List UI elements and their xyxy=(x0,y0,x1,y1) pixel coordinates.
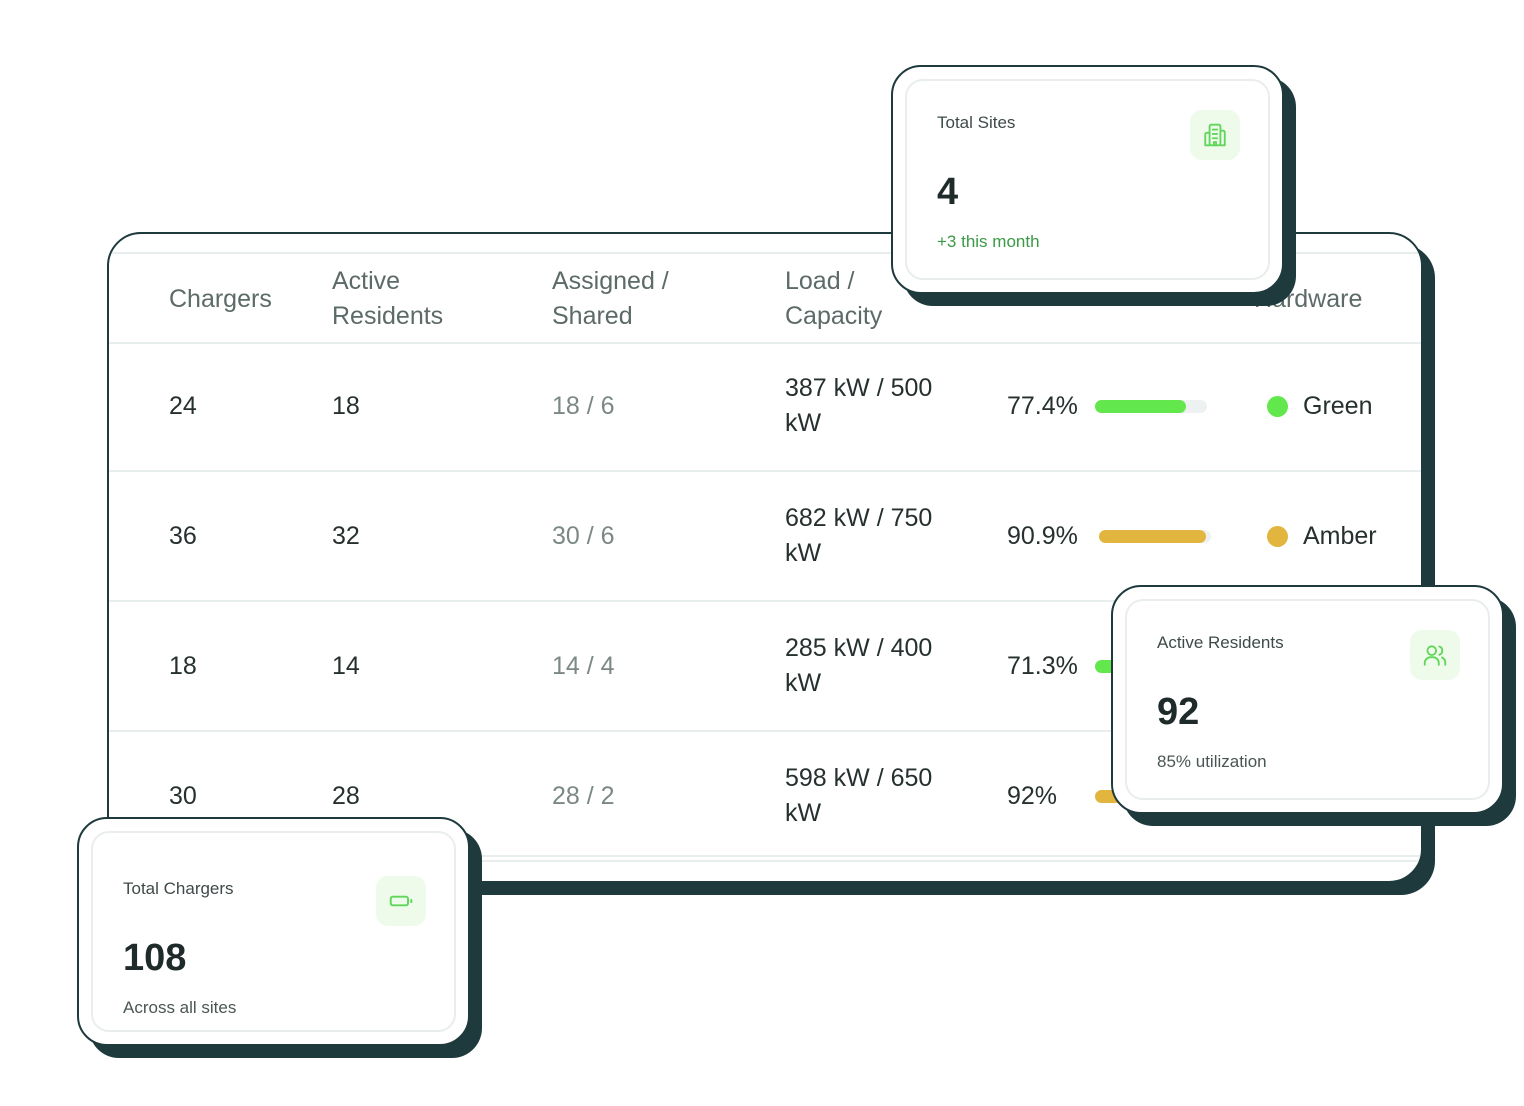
load-progress-fill xyxy=(1099,530,1206,543)
cell-chargers: 36 xyxy=(169,522,197,550)
table-row[interactable]: 36 32 30 / 6 682 kW / 750 kW 90.9% Amber xyxy=(109,472,1421,602)
cell-chargers: 30 xyxy=(169,782,197,810)
cell-load-capacity: 598 kW / 650 kW xyxy=(785,761,932,831)
active-residents-card[interactable]: Active Residents 92 85% utilization xyxy=(1111,585,1504,814)
cell-hardware-status: Amber xyxy=(1303,522,1377,550)
cell-load-line: kW xyxy=(785,669,822,697)
cell-chargers: 24 xyxy=(169,392,197,420)
cell-load-percent: 92% xyxy=(1007,782,1058,810)
cell-load-capacity: 387 kW / 500 kW xyxy=(785,371,932,441)
users-icon xyxy=(1410,630,1460,680)
cell-assigned-shared: 14 / 4 xyxy=(552,652,615,680)
header-load-line2: Capacity xyxy=(785,302,883,330)
total-sites-value: 4 xyxy=(937,171,959,213)
cell-active-residents: 14 xyxy=(332,652,360,680)
active-residents-utilization: 85% utilization xyxy=(1157,752,1267,771)
cell-load-capacity: 682 kW / 750 kW xyxy=(785,501,932,571)
cell-load-percent: 71.3% xyxy=(1007,652,1078,680)
total-chargers-card[interactable]: Total Chargers 108 Across all sites xyxy=(77,817,470,1046)
header-load-capacity[interactable]: Load / Capacity xyxy=(785,264,882,334)
cell-assigned-shared: 30 / 6 xyxy=(552,522,615,550)
header-hardware[interactable]: Hardware xyxy=(1254,285,1363,313)
header-assigned-shared[interactable]: Assigned / Shared xyxy=(552,264,669,334)
cell-load-line: 598 kW / 650 xyxy=(785,764,933,792)
battery-icon xyxy=(376,876,426,926)
active-residents-label: Active Residents xyxy=(1157,633,1284,652)
header-assigned-line2: Shared xyxy=(552,302,633,330)
load-progress-bar xyxy=(1099,530,1211,543)
cell-active-residents: 18 xyxy=(332,392,360,420)
total-sites-trend: +3 this month xyxy=(937,232,1040,251)
cell-assigned-shared: 28 / 2 xyxy=(552,782,615,810)
cell-active-residents: 32 xyxy=(332,522,360,550)
cell-load-capacity: 285 kW / 400 kW xyxy=(785,631,932,701)
cell-load-percent: 90.9% xyxy=(1007,522,1078,550)
total-chargers-value: 108 xyxy=(123,937,187,979)
total-chargers-card-inner: Total Chargers 108 Across all sites xyxy=(91,831,456,1032)
header-chargers[interactable]: Chargers xyxy=(169,285,272,313)
active-residents-value: 92 xyxy=(1157,691,1200,733)
status-dot xyxy=(1267,396,1288,417)
active-residents-card-inner: Active Residents 92 85% utilization xyxy=(1125,599,1490,800)
header-active-residents[interactable]: Active Residents xyxy=(332,264,443,334)
total-sites-card-inner: Total Sites 4 +3 this month xyxy=(905,79,1270,280)
total-chargers-label: Total Chargers xyxy=(123,879,234,898)
header-load-line1: Load / xyxy=(785,267,855,295)
cell-load-line: kW xyxy=(785,409,822,437)
load-progress-fill xyxy=(1095,400,1186,413)
building-icon xyxy=(1190,110,1240,160)
cell-load-line: kW xyxy=(785,799,822,827)
cell-load-line: 682 kW / 750 xyxy=(785,504,933,532)
cell-hardware-status: Green xyxy=(1303,392,1373,420)
cell-load-line: 387 kW / 500 xyxy=(785,374,933,402)
cell-load-percent: 77.4% xyxy=(1007,392,1078,420)
header-active-residents-line2: Residents xyxy=(332,302,444,330)
status-dot xyxy=(1267,526,1288,547)
cell-load-line: kW xyxy=(785,539,822,567)
load-progress-bar xyxy=(1095,400,1207,413)
table-header: Chargers Active Residents Assigned / Sha… xyxy=(109,254,1421,344)
total-chargers-scope: Across all sites xyxy=(123,998,237,1017)
cell-load-line: 285 kW / 400 xyxy=(785,634,933,662)
sites-table-card: Chargers Active Residents Assigned / Sha… xyxy=(107,232,1423,883)
cell-assigned-shared: 18 / 6 xyxy=(552,392,615,420)
total-sites-card[interactable]: Total Sites 4 +3 this month xyxy=(891,65,1284,294)
total-sites-label: Total Sites xyxy=(937,113,1016,132)
table-row[interactable]: 24 18 18 / 6 387 kW / 500 kW 77.4% Green xyxy=(109,342,1421,472)
header-active-residents-line1: Active xyxy=(332,267,401,295)
header-assigned-line1: Assigned / xyxy=(552,267,669,295)
cell-chargers: 18 xyxy=(169,652,197,680)
cell-active-residents: 28 xyxy=(332,782,360,810)
